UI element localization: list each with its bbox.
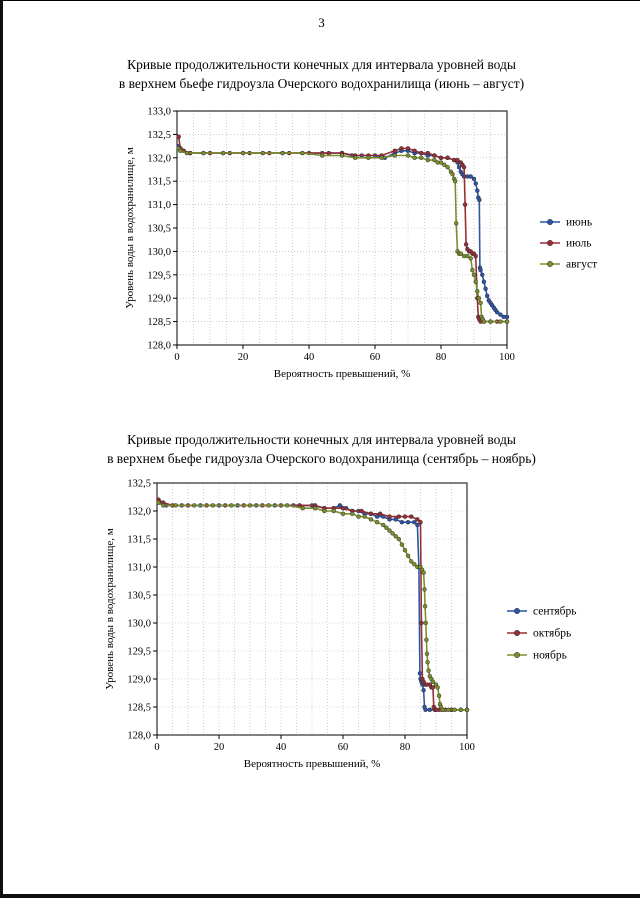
x-tick-label: 20 (214, 742, 225, 753)
legend-label: август (566, 259, 597, 271)
x-tick-label: 80 (436, 352, 447, 363)
legend: июнь июль август (540, 217, 597, 271)
series-ноябрь (156, 500, 470, 712)
y-tick-label: 131,5 (147, 177, 171, 188)
gridlines (157, 482, 467, 735)
y-tick-label: 130,0 (147, 247, 171, 258)
y-tick-label: 128,5 (147, 317, 171, 328)
legend-label: ноябрь (533, 649, 567, 661)
page-number: 3 (318, 15, 325, 30)
series-октябрь (156, 497, 470, 712)
figure-title: Кривые продолжительности конечных для ин… (3, 55, 640, 93)
chart-september-november-wrap: 128,0 128,5 129,0 129,5 130,0 130,5 131,0 131,5… (83, 473, 640, 783)
y-tick-label: 130,5 (147, 224, 171, 235)
figure-title-line-2: в верхнем бьефе гидроузла Очерского водо… (118, 76, 525, 92)
series-август (176, 146, 510, 325)
x-axis-title: Вероятность превышений, % (274, 368, 411, 380)
legend-item-август: август (540, 259, 597, 271)
x-tick-label: 40 (276, 742, 287, 753)
figure-title-line-1: Кривые продолжительности конечных для ин… (127, 432, 516, 448)
y-tick-label: 132,0 (127, 506, 151, 517)
y-axis-title: Уровень воды в водохранилище, м (124, 148, 136, 309)
y-tick-label: 129,5 (127, 646, 151, 657)
x-tick-label: 0 (174, 352, 179, 363)
y-tick-label: 132,5 (147, 130, 171, 141)
figure-september-november: Кривые продолжительности конечных для ин… (3, 430, 640, 782)
x-tick-label: 40 (304, 352, 315, 363)
y-tick-label: 128,5 (127, 702, 151, 713)
y-tick-label: 132,0 (147, 154, 171, 165)
series-июль (176, 134, 510, 325)
y-tick-label: 129,5 (147, 271, 171, 282)
legend-item-ноябрь: ноябрь (507, 649, 567, 661)
y-tick-label: 130,0 (127, 618, 151, 629)
x-axis: 0 20 40 60 80 100 (174, 345, 515, 363)
gridlines (177, 111, 507, 346)
y-axis-title: Уровень воды в водохранилище, м (104, 528, 116, 689)
x-tick-label: 80 (400, 742, 411, 753)
chart-september-november: 128,0 128,5 129,0 129,5 130,0 130,5 131,0 131,5… (104, 478, 577, 770)
legend-label: сентябрь (533, 605, 577, 617)
legend-item-июль: июль (540, 238, 591, 250)
x-tick-label: 0 (154, 742, 159, 753)
legend: сентябрь октябрь ноябрь (507, 605, 577, 661)
legend-label: июнь (566, 217, 592, 229)
figure-title: Кривые продолжительности конечных для ин… (3, 430, 640, 468)
y-tick-label: 131,5 (127, 534, 151, 545)
y-tick-label: 131,0 (147, 200, 171, 211)
figure-june-august: Кривые продолжительности конечных для ин… (3, 55, 640, 396)
x-tick-label: 20 (238, 352, 249, 363)
y-tick-label: 128,0 (127, 730, 151, 741)
x-axis-title: Вероятность превышений, % (244, 758, 381, 770)
y-tick-label: 129,0 (147, 294, 171, 305)
legend-label: октябрь (533, 627, 571, 639)
y-tick-label: 131,0 (127, 562, 151, 573)
legend-item-сентябрь: сентябрь (507, 605, 577, 617)
figure-title-line-2: в верхнем бьефе гидроузла Очерского водо… (107, 451, 536, 467)
plot-border (156, 482, 468, 736)
x-tick-label: 100 (459, 742, 475, 753)
x-axis: 0 20 40 60 80 100 (154, 734, 475, 753)
legend-label: июль (566, 238, 591, 250)
x-tick-label: 60 (370, 352, 381, 363)
x-tick-label: 100 (499, 352, 515, 363)
chart-june-august: 128,0 128,5 129,0 129,5 130,0 130,5 131,0 131,5… (124, 107, 597, 381)
y-tick-label: 133,0 (147, 107, 171, 118)
y-axis: 128,0 128,5 129,0 129,5 130,0 130,5 131,0 131,5… (147, 107, 177, 352)
legend-item-июнь: июнь (540, 217, 592, 229)
legend-item-октябрь: октябрь (507, 627, 571, 639)
chart-june-august-wrap: 128,0 128,5 129,0 129,5 130,0 130,5 131,0 131,5… (103, 99, 640, 396)
y-tick-label: 132,5 (127, 478, 151, 489)
y-tick-label: 128,0 (147, 341, 171, 352)
figure-title-line-1: Кривые продолжительности конечных для ин… (127, 57, 516, 72)
y-tick-label: 130,5 (127, 590, 151, 601)
x-tick-label: 60 (338, 742, 349, 753)
y-tick-label: 129,0 (127, 674, 151, 685)
y-axis: 128,0 128,5 129,0 129,5 130,0 130,5 131,0 131,5… (127, 478, 157, 741)
